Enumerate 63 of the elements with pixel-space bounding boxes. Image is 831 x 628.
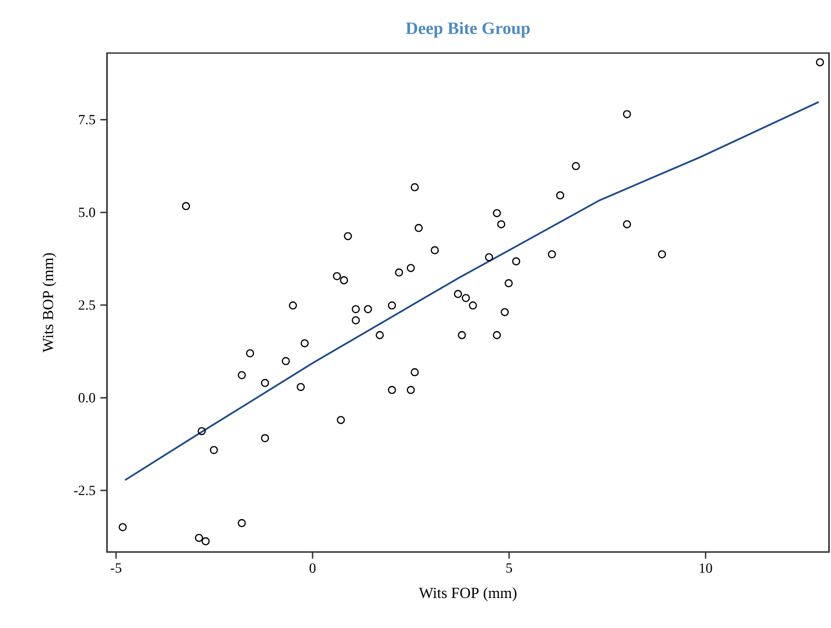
x-tick-label: -5 xyxy=(110,563,122,573)
point xyxy=(406,386,415,394)
point xyxy=(658,250,666,258)
y-tick-label: 7.5 xyxy=(79,115,96,124)
point xyxy=(394,268,404,277)
point xyxy=(816,58,824,66)
point xyxy=(622,110,632,118)
point xyxy=(504,279,513,288)
point xyxy=(238,371,246,380)
y-axis-title: Wits BOP (mm) xyxy=(42,253,56,352)
point xyxy=(336,416,345,424)
x-axis-title: Wits FOP (mm) xyxy=(418,587,516,602)
point xyxy=(340,276,348,284)
point xyxy=(458,331,466,340)
point xyxy=(194,534,204,542)
point xyxy=(410,183,419,192)
x-tick-label: 5 xyxy=(506,563,512,573)
point xyxy=(118,523,127,532)
y-tick-label: -2.5 xyxy=(74,486,96,496)
point xyxy=(484,253,494,262)
point xyxy=(238,519,246,528)
point xyxy=(500,308,509,316)
point xyxy=(300,339,309,348)
point xyxy=(492,209,501,218)
point xyxy=(282,357,290,366)
point xyxy=(352,305,360,314)
point xyxy=(406,264,415,272)
point xyxy=(388,301,396,310)
point xyxy=(512,257,520,266)
point xyxy=(198,427,206,436)
point xyxy=(430,246,439,254)
x-tick-label: 0 xyxy=(310,563,316,573)
point xyxy=(556,191,564,200)
point xyxy=(410,368,419,376)
point xyxy=(246,349,254,358)
y-tick-label: 5.0 xyxy=(78,208,96,218)
point xyxy=(288,301,297,310)
point xyxy=(572,162,580,170)
point xyxy=(364,305,372,314)
point xyxy=(468,301,477,310)
point xyxy=(497,220,506,228)
point xyxy=(414,224,423,232)
point xyxy=(296,382,305,392)
point xyxy=(210,446,218,454)
point xyxy=(344,232,352,240)
point xyxy=(462,294,470,302)
point xyxy=(260,378,270,388)
point xyxy=(332,272,341,280)
point xyxy=(622,220,632,228)
point xyxy=(352,316,360,324)
chart-title: Deep Bite Group xyxy=(406,22,530,38)
point xyxy=(388,386,396,394)
point xyxy=(454,290,462,298)
line-series xyxy=(124,101,820,481)
point xyxy=(492,331,501,340)
point xyxy=(202,537,210,546)
point xyxy=(260,434,270,442)
y-tick-label: 2.5 xyxy=(78,300,96,310)
point xyxy=(376,331,384,340)
point xyxy=(182,202,190,210)
y-tick-label: 0.0 xyxy=(78,393,96,403)
point xyxy=(548,250,556,258)
x-tick-label: 10 xyxy=(700,563,712,573)
